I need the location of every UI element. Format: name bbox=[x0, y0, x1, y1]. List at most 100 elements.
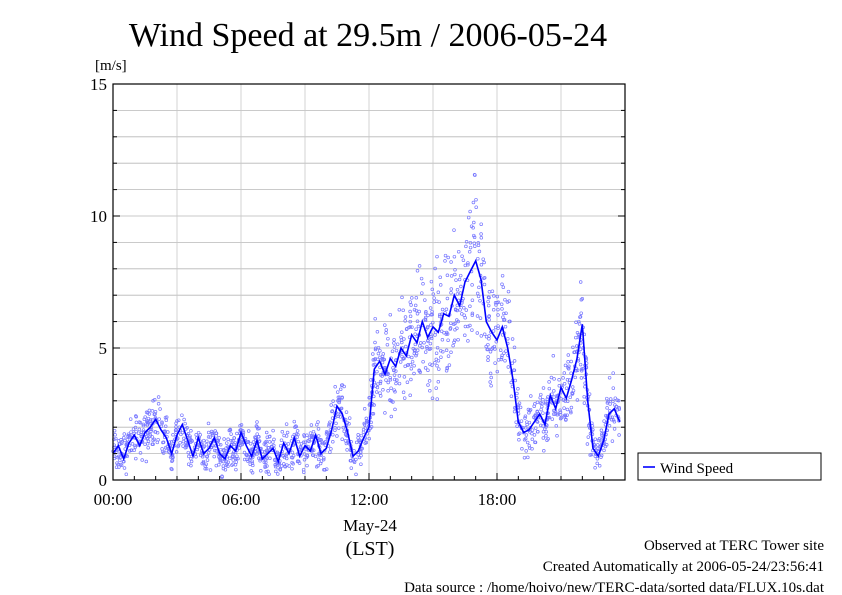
scatter-point bbox=[577, 319, 581, 324]
scatter-point bbox=[314, 464, 319, 469]
scatter-point bbox=[374, 390, 379, 394]
scatter-point bbox=[477, 285, 481, 290]
scatter-point bbox=[347, 416, 352, 420]
scatter-point bbox=[448, 326, 453, 330]
scatter-point bbox=[523, 436, 528, 441]
scatter-point bbox=[262, 460, 267, 465]
scatter-point bbox=[463, 333, 467, 338]
scatter-point bbox=[393, 407, 397, 412]
scatter-point bbox=[397, 381, 402, 386]
scatter-point bbox=[479, 263, 484, 267]
scatter-point bbox=[180, 413, 184, 417]
scatter-point bbox=[451, 343, 455, 348]
scatter-point bbox=[266, 469, 270, 474]
scatter-point bbox=[371, 358, 376, 362]
scatter-point bbox=[478, 298, 482, 303]
scatter-point bbox=[582, 394, 586, 399]
scatter-point bbox=[517, 431, 522, 435]
scatter-point bbox=[466, 262, 470, 267]
scatter-point bbox=[611, 386, 616, 390]
scatter-point bbox=[558, 413, 563, 417]
scatter-point bbox=[230, 463, 234, 467]
scatter-point bbox=[218, 447, 223, 452]
scatter-point bbox=[539, 407, 543, 412]
scatter-point bbox=[144, 459, 149, 464]
scatter-point bbox=[265, 435, 270, 439]
scatter-point bbox=[475, 314, 480, 318]
scatter-point bbox=[352, 449, 356, 453]
scatter-point bbox=[400, 340, 404, 345]
scatter-point bbox=[388, 398, 393, 403]
wind-speed-line bbox=[112, 258, 621, 464]
scatter-point bbox=[506, 337, 510, 341]
scatter-point bbox=[428, 306, 433, 310]
scatter-point bbox=[433, 330, 438, 335]
scatter-point bbox=[134, 420, 139, 425]
scatter-point bbox=[479, 222, 483, 226]
scatter-point bbox=[402, 375, 407, 379]
scatter-point bbox=[568, 409, 573, 414]
scatter-point bbox=[599, 455, 603, 459]
scatter-point bbox=[565, 413, 569, 417]
scatter-point bbox=[148, 434, 152, 438]
scatter-point bbox=[115, 461, 119, 465]
scatter-point bbox=[402, 396, 407, 400]
scatter-point bbox=[170, 459, 174, 463]
scatter-point bbox=[256, 435, 261, 439]
scatter-point bbox=[174, 425, 178, 429]
scatter-point bbox=[295, 459, 300, 464]
scatter-point bbox=[392, 373, 397, 377]
scatter-point bbox=[468, 209, 472, 214]
scatter-point bbox=[500, 273, 505, 278]
scatter-point bbox=[439, 355, 443, 359]
scatter-point bbox=[491, 329, 496, 333]
scatter-point bbox=[416, 324, 421, 329]
scatter-point bbox=[163, 424, 168, 429]
scatter-point bbox=[160, 420, 164, 425]
scatter-point bbox=[122, 436, 126, 440]
scatter-point bbox=[502, 311, 506, 316]
scatter-point bbox=[608, 397, 613, 401]
scatter-point bbox=[150, 418, 155, 422]
scatter-point bbox=[552, 377, 556, 381]
scatter-point bbox=[506, 289, 511, 294]
scatter-point bbox=[551, 412, 556, 416]
scatter-point bbox=[569, 359, 573, 364]
scatter-point bbox=[250, 470, 255, 475]
scatter-point bbox=[491, 308, 496, 312]
scatter-point bbox=[611, 399, 615, 404]
scatter-point bbox=[381, 352, 386, 356]
scatter-point bbox=[316, 457, 321, 462]
y-tick-label: 10 bbox=[90, 207, 107, 226]
scatter-point bbox=[394, 348, 399, 353]
scatter-point bbox=[246, 429, 251, 433]
scatter-point bbox=[477, 249, 482, 254]
scatter-point bbox=[399, 335, 403, 340]
scatter-point bbox=[201, 459, 206, 464]
scatter-point bbox=[475, 331, 480, 335]
scatter-point bbox=[141, 423, 146, 428]
scatter-point bbox=[140, 458, 144, 462]
scatter-point bbox=[498, 348, 503, 352]
scatter-point bbox=[153, 412, 157, 416]
scatter-point bbox=[280, 430, 285, 434]
scatter-point bbox=[490, 289, 495, 293]
scatter-point bbox=[206, 421, 211, 426]
scatter-point bbox=[423, 350, 428, 354]
scatter-point bbox=[512, 345, 517, 350]
scatter-point bbox=[526, 455, 530, 460]
scatter-point bbox=[555, 411, 560, 416]
scatter-point bbox=[578, 315, 583, 319]
scatter-point bbox=[316, 427, 321, 431]
scatter-point bbox=[566, 353, 571, 357]
scatter-point bbox=[423, 366, 428, 370]
scatter-point bbox=[484, 344, 488, 349]
scatter-point bbox=[233, 456, 238, 461]
scatter-point bbox=[552, 389, 556, 393]
scatter-point bbox=[255, 432, 259, 436]
scatter-point bbox=[561, 376, 565, 380]
scatter-point bbox=[596, 438, 601, 443]
scatter-point bbox=[475, 291, 480, 296]
scatter-point bbox=[502, 351, 506, 355]
scatter-point bbox=[179, 432, 183, 437]
